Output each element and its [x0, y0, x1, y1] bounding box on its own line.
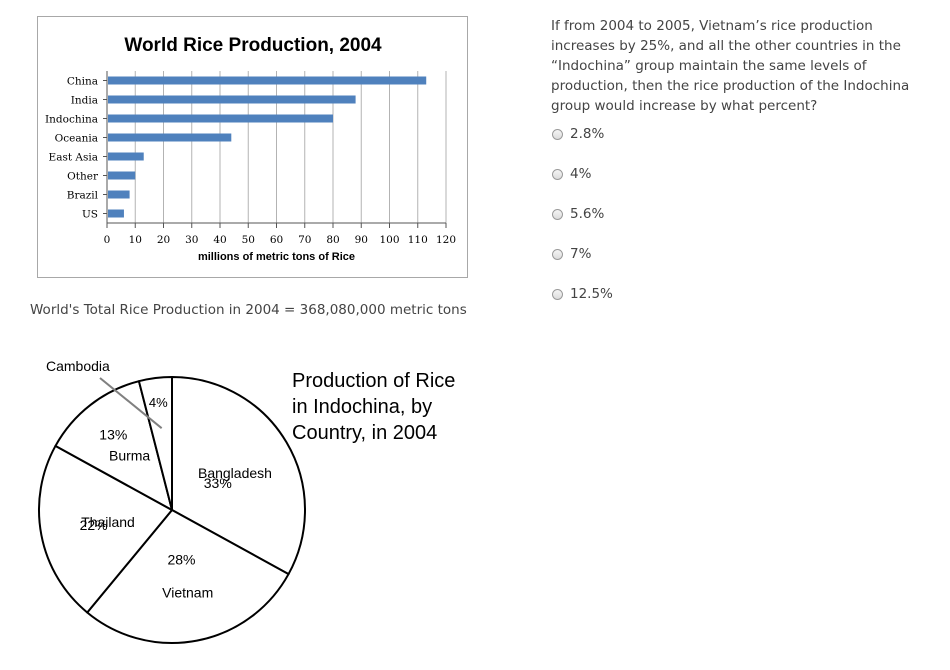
bar — [108, 190, 130, 199]
x-tick-label: 30 — [185, 234, 198, 246]
answer-options: 2.8% 4% 5.6% 7% 12.5% — [551, 124, 613, 324]
pie-percent-label: 22% — [80, 517, 108, 533]
option-label: 12.5% — [570, 286, 613, 302]
total-production-text: World's Total Rice Production in 2004 = … — [30, 302, 467, 318]
question-text: If from 2004 to 2005, Vietnam’s rice pro… — [551, 18, 910, 114]
pie-slice-label: Burma — [109, 447, 150, 463]
x-tick-label: 110 — [408, 234, 428, 246]
y-tick-label: Indochina — [45, 114, 98, 126]
pie-slice — [171, 376, 306, 576]
pie-slice — [38, 444, 173, 614]
y-tick-label: East Asia — [49, 152, 98, 164]
bar-chart-panel: World Rice Production, 2004 0 10 20 30 40 50 60… — [37, 16, 468, 278]
pie-chart: 33%Bangladesh 28% Vietnam 22%Thailand 13% Bur… — [38, 358, 455, 644]
option-label: 4% — [570, 166, 592, 182]
pie-title-line: in Indochina, by — [292, 396, 432, 418]
y-tick-label: Other — [67, 171, 99, 183]
answer-option[interactable]: 7% — [551, 244, 613, 264]
option-label: 7% — [570, 246, 592, 262]
answer-option[interactable]: 2.8% — [551, 124, 613, 144]
answer-option[interactable]: 4% — [551, 164, 613, 184]
option-label: 2.8% — [570, 126, 605, 142]
radio-button-icon[interactable] — [552, 208, 563, 220]
x-tick-label: 10 — [129, 234, 142, 246]
y-tick-label: US — [82, 209, 98, 221]
bar — [108, 209, 124, 218]
pie-title-line: Production of Rice — [292, 370, 455, 392]
x-tick-label: 80 — [326, 234, 339, 246]
x-tick-label: 50 — [242, 234, 255, 246]
bar — [108, 114, 333, 123]
bar — [108, 133, 232, 142]
x-axis-label: millions of metric tons of Rice — [198, 251, 355, 263]
pie-chart-panel: 33% Bangladesh 28% Vietnam 22% Thailand 13% Bur… — [20, 355, 490, 659]
x-tick-label: 70 — [298, 234, 311, 246]
pie-slice-label: Bangladesh — [198, 465, 272, 481]
pie-slice-label: Vietnam — [162, 584, 213, 600]
x-tick-label: 40 — [213, 234, 226, 246]
radio-button-icon[interactable] — [552, 128, 563, 140]
x-tick-label: 0 — [104, 234, 111, 246]
pie-leader-line — [99, 377, 163, 429]
pie-slice — [86, 509, 290, 644]
pie-slice-label: Thailand — [81, 514, 135, 530]
y-tick-label: India — [71, 95, 98, 107]
bar — [108, 171, 136, 180]
pie-slice-label: Cambodia — [46, 358, 110, 374]
x-tick-label: 60 — [270, 234, 283, 246]
y-tick-label: Oceania — [55, 133, 98, 145]
radio-button-icon[interactable] — [552, 288, 563, 300]
y-tick-label: China — [67, 76, 98, 88]
pie-percent-label: 33% — [204, 475, 232, 491]
bar — [108, 76, 427, 85]
x-tick-label: 90 — [355, 234, 368, 246]
bar — [108, 152, 144, 161]
pie-percent-label: 13% — [99, 426, 127, 442]
radio-button-icon[interactable] — [552, 168, 563, 180]
answer-option[interactable]: 12.5% — [551, 284, 613, 304]
pie-title-line: Country, in 2004 — [292, 422, 437, 444]
radio-button-icon[interactable] — [552, 248, 563, 260]
x-tick-label: 120 — [436, 234, 456, 246]
bar — [108, 95, 356, 104]
pie-percent-label: 28% — [167, 552, 195, 568]
x-tick-label: 100 — [379, 234, 399, 246]
x-tick-label: 20 — [157, 234, 170, 246]
option-label: 5.6% — [570, 206, 605, 222]
pie-slice — [137, 376, 173, 511]
bar-chart: World Rice Production, 2004 0 10 20 30 40 50 60… — [45, 35, 456, 263]
pie-percent-label: 4% — [149, 395, 168, 410]
answer-option[interactable]: 5.6% — [551, 204, 613, 224]
chart-title: World Rice Production, 2004 — [124, 35, 382, 56]
y-tick-label: Brazil — [67, 190, 99, 202]
